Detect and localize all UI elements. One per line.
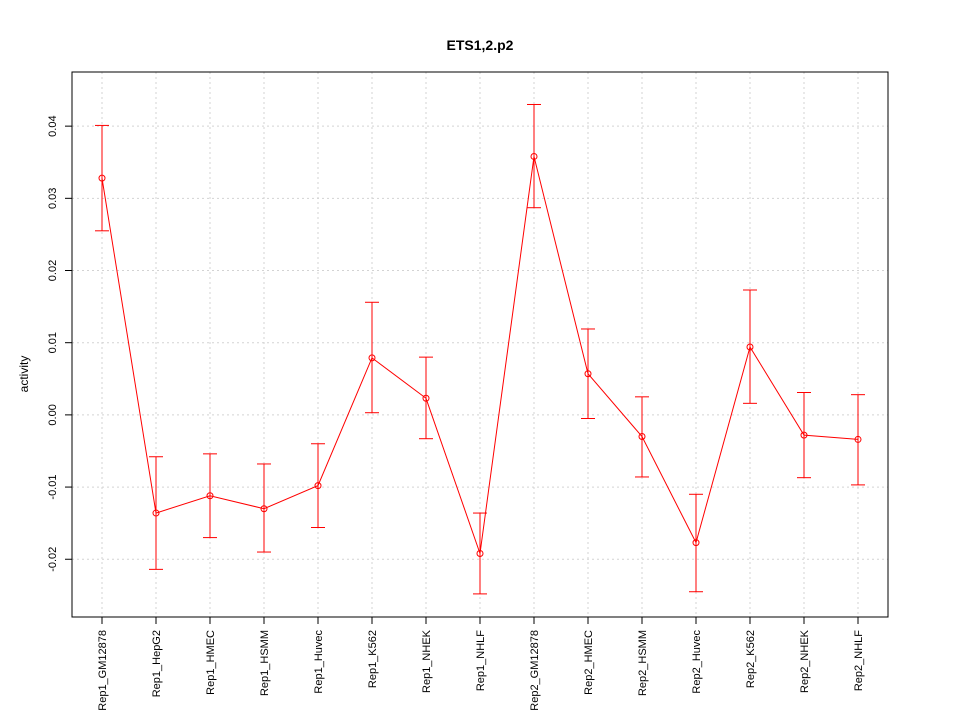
y-tick-label: 0.00 xyxy=(47,404,59,425)
x-tick-label: Rep1_NHEK xyxy=(421,629,433,693)
grid-lines xyxy=(72,72,888,617)
y-tick-label: 0.01 xyxy=(47,332,59,353)
data-point xyxy=(476,549,484,557)
x-tick-label: Rep1_GM12878 xyxy=(97,630,109,711)
x-tick-label: Rep2_GM12878 xyxy=(529,630,541,711)
data-point xyxy=(422,394,430,402)
data-point xyxy=(260,505,268,513)
y-tick-label: 0.03 xyxy=(47,188,59,209)
chart-title: ETS1,2.p2 xyxy=(447,37,514,53)
y-axis-label: activity xyxy=(17,356,31,393)
data-point xyxy=(368,354,376,362)
data-point xyxy=(314,482,322,490)
x-tick-label: Rep2_Huvec xyxy=(691,630,703,694)
x-tick-label: Rep2_NHEK xyxy=(799,629,811,693)
data-point xyxy=(638,433,646,441)
data-point xyxy=(98,174,106,182)
x-tick-label: Rep1_HSMM xyxy=(259,630,271,696)
y-tick-label: -0.01 xyxy=(47,475,59,500)
series-line xyxy=(101,156,859,554)
data-point xyxy=(854,435,862,443)
x-tick-label: Rep1_HMEC xyxy=(205,630,217,695)
x-tick-label: Rep2_NHLF xyxy=(853,630,865,691)
axes: -0.02 -0.01 0.00 0.01 0.02 0.03 0.04 Rep1_GM128… xyxy=(47,115,865,710)
data-point xyxy=(746,343,754,351)
x-tick-label: Rep2_HSMM xyxy=(637,630,649,696)
x-tick-label: Rep1_HepG2 xyxy=(151,630,163,697)
data-point xyxy=(692,539,700,547)
x-tick-label: Rep1_NHLF xyxy=(475,630,487,691)
y-tick-label: 0.04 xyxy=(47,115,59,136)
y-tick-label: -0.02 xyxy=(47,547,59,572)
data-point xyxy=(530,152,538,160)
x-tick-label: Rep1_Huvec xyxy=(313,630,325,694)
data-point xyxy=(800,431,808,439)
data-point xyxy=(206,492,214,500)
data-point xyxy=(584,370,592,378)
y-tick-label: 0.02 xyxy=(47,260,59,281)
x-tick-label: Rep2_K562 xyxy=(745,630,757,688)
x-tick-label: Rep2_HMEC xyxy=(583,630,595,695)
plot-frame xyxy=(71,71,889,618)
data-point xyxy=(152,509,160,517)
x-tick-label: Rep1_K562 xyxy=(367,630,379,688)
data-series xyxy=(95,103,865,595)
